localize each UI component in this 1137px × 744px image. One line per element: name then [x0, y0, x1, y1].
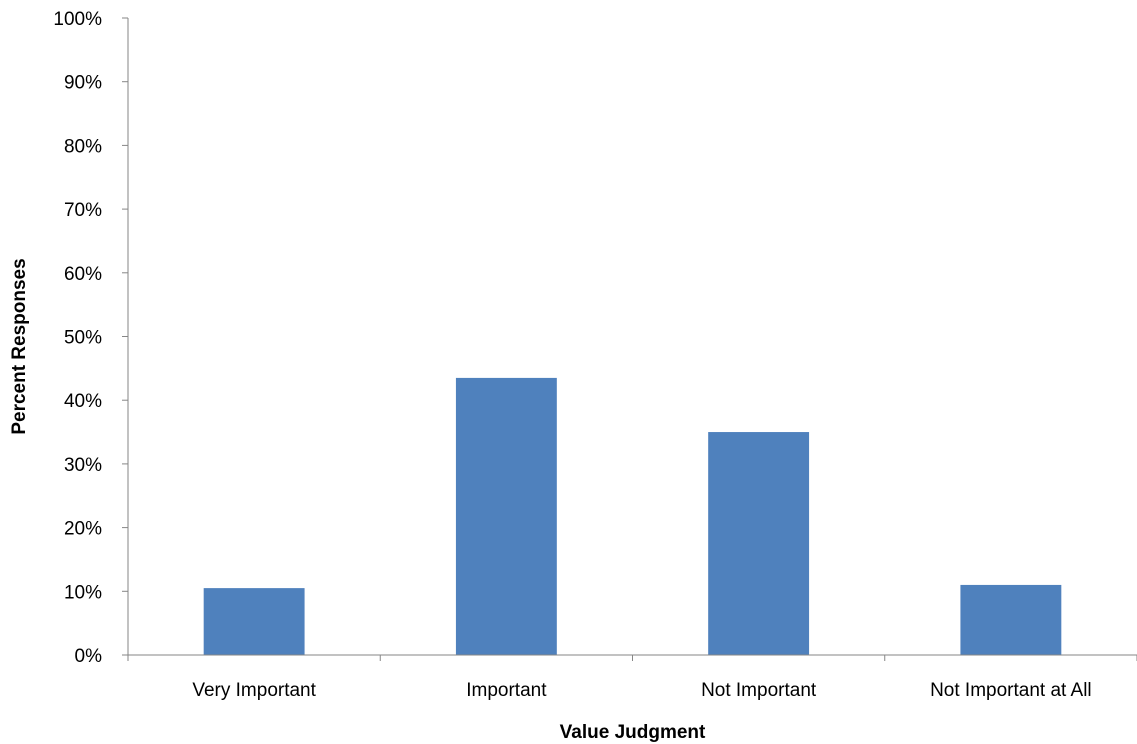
- y-tick-label: 0%: [75, 646, 103, 667]
- y-tick-label: 40%: [64, 391, 102, 412]
- bar: [203, 588, 305, 655]
- y-tick-label: 90%: [64, 73, 102, 94]
- y-tick-label: 30%: [64, 455, 102, 476]
- x-axis-ticks: Very Important Important Not Important Not …: [127, 655, 1137, 701]
- y-tick-label: 60%: [64, 264, 102, 285]
- x-tick-label: Not Important: [701, 680, 817, 701]
- y-tick-label: 20%: [64, 519, 102, 540]
- x-tick-label: Very Important: [192, 680, 316, 701]
- y-tick-label: 10%: [64, 582, 102, 603]
- y-axis-ticks: 0% 10% 20% 30% 40% 50% 60% 70% 80% 90% 100%: [53, 9, 128, 667]
- y-tick-label: 80%: [64, 136, 102, 157]
- x-tick-label: Important: [466, 680, 547, 701]
- bar: [455, 377, 557, 655]
- x-tick-label: Not Important at All: [930, 680, 1092, 701]
- bars-group: [203, 377, 1062, 655]
- y-tick-label: 100%: [53, 9, 102, 30]
- x-axis-title: Value Judgment: [560, 722, 706, 743]
- bar: [708, 432, 810, 655]
- bar: [960, 584, 1062, 655]
- y-tick-label: 70%: [64, 200, 102, 221]
- y-axis-title: Percent Responses: [9, 258, 30, 434]
- y-tick-label: 50%: [64, 328, 102, 349]
